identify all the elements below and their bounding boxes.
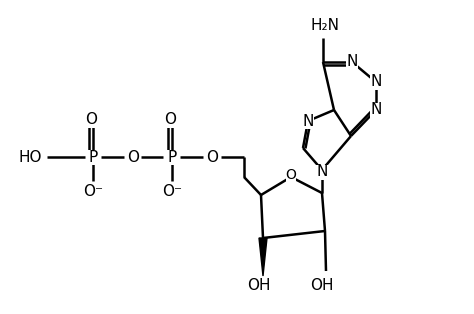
Text: P: P (88, 149, 98, 165)
Text: O⁻: O⁻ (162, 185, 182, 199)
Text: N: N (316, 165, 328, 180)
Text: O: O (164, 112, 176, 127)
Text: N: N (302, 113, 314, 128)
Text: H₂N: H₂N (310, 19, 339, 34)
Text: O⁻: O⁻ (83, 185, 103, 199)
Text: P: P (167, 149, 177, 165)
Text: O: O (85, 112, 97, 127)
Text: O: O (285, 168, 296, 182)
Text: HO: HO (18, 149, 42, 165)
Text: OH: OH (247, 279, 271, 294)
Text: N: N (370, 74, 382, 89)
Text: O: O (206, 149, 218, 165)
Polygon shape (259, 238, 267, 276)
Text: N: N (346, 55, 358, 69)
Text: N: N (370, 102, 382, 117)
Text: O: O (127, 149, 139, 165)
Text: OH: OH (310, 279, 334, 294)
